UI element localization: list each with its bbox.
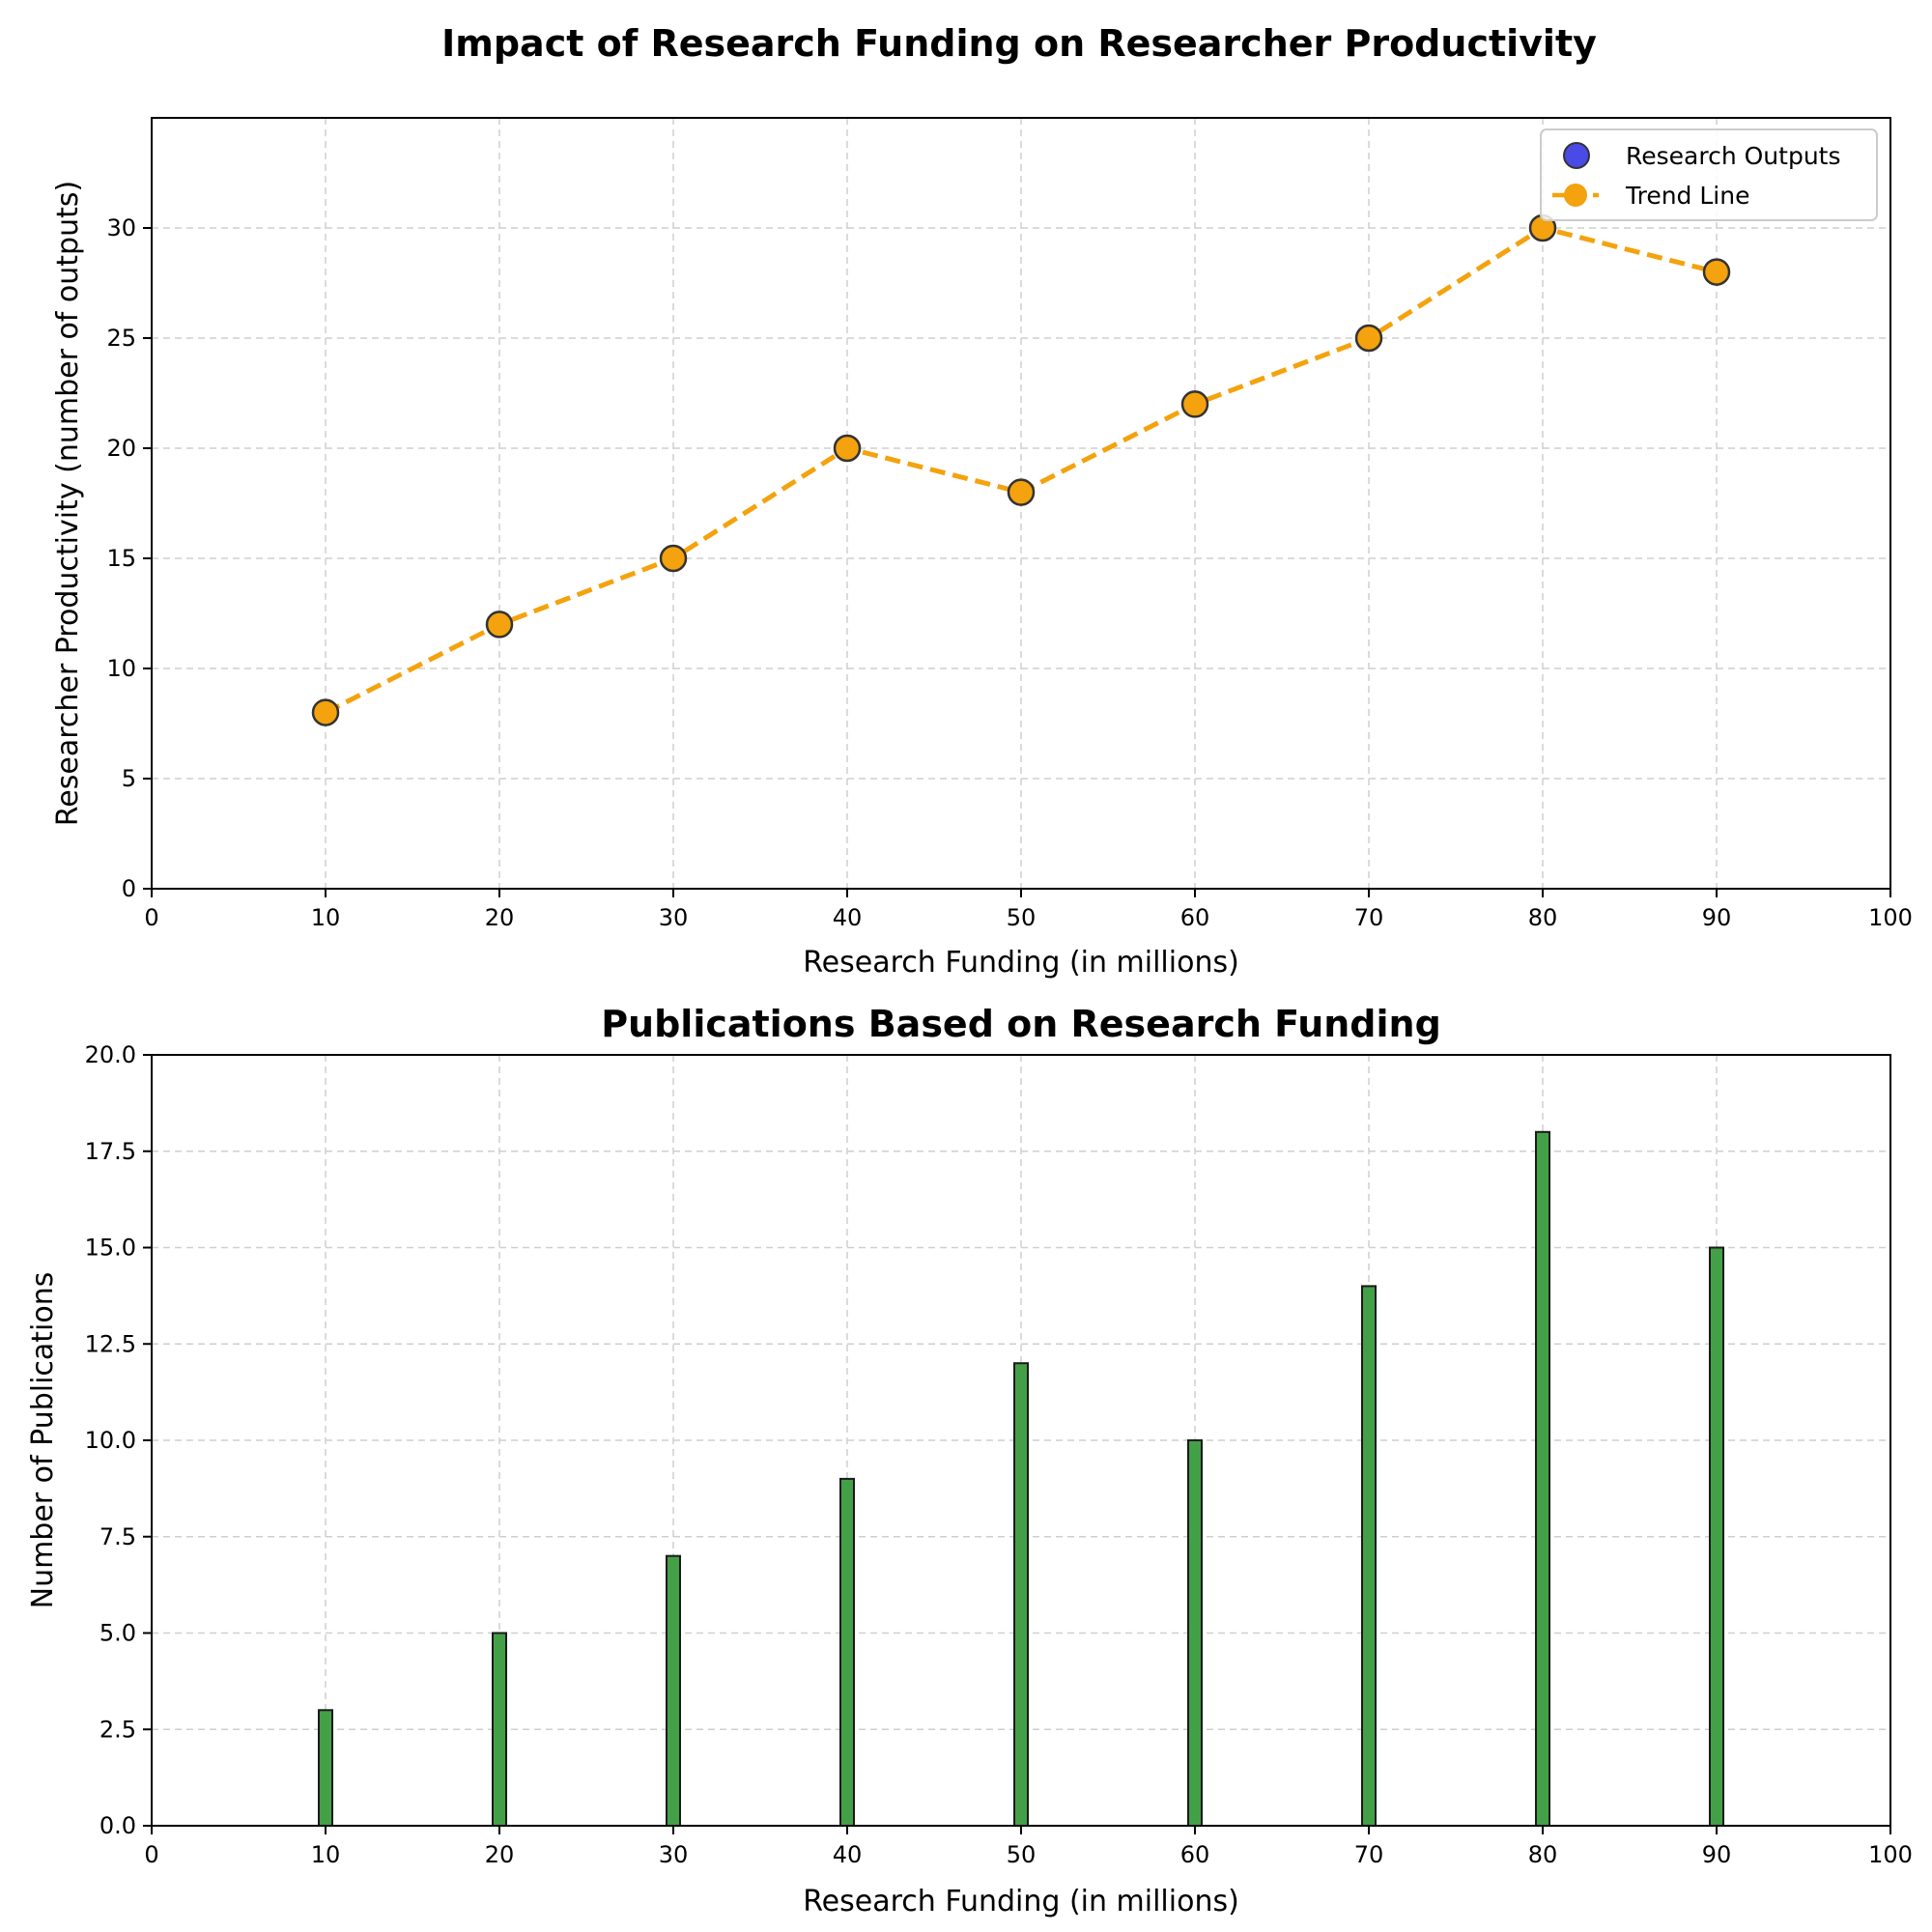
productivity-x-ticks: 0 10 20 30 40 50 60 70 80 90 100 [144, 889, 1913, 931]
x-tick-label: 60 [1180, 1841, 1210, 1868]
y-tick-label: 17.5 [85, 1138, 136, 1165]
publication-bar [492, 1632, 507, 1827]
x-tick-label: 100 [1868, 1841, 1913, 1868]
publications-chart: 0 10 20 30 40 50 60 70 80 90 100 0.0 2.5 5.0 7.5 10.0 1… [26, 1003, 1913, 1918]
publication-bar [1013, 1362, 1029, 1827]
y-tick-label: 7.5 [99, 1523, 136, 1550]
legend-research-outputs-label: Research Outputs [1626, 142, 1841, 170]
y-tick-label: 0.0 [99, 1812, 136, 1839]
publications-bars [318, 1130, 1724, 1828]
trend-line-marker [1007, 478, 1036, 506]
y-tick-label: 0 [122, 875, 136, 902]
productivity-chart: 0 10 20 30 40 50 60 70 80 90 100 0 5 10 15 20 25 30 Rese… [51, 117, 1913, 980]
publication-bar [839, 1477, 855, 1828]
productivity-grid [152, 118, 1890, 889]
publication-bar [1709, 1246, 1724, 1827]
x-tick-label: 90 [1702, 904, 1732, 931]
productivity-y-axis-label: Researcher Productivity (number of outpu… [51, 181, 85, 826]
publications-y-ticks: 0.0 2.5 5.0 7.5 10.0 12.5 15.0 17.5 20.0 [85, 1041, 152, 1839]
x-tick-label: 80 [1528, 904, 1558, 931]
x-tick-label: 70 [1354, 904, 1384, 931]
trend-line-marker [1354, 324, 1383, 353]
y-tick-label: 30 [106, 214, 136, 242]
x-tick-label: 30 [659, 904, 689, 931]
trend-line-marker [659, 544, 688, 573]
publications-axes-frame [151, 1054, 1891, 1827]
x-tick-label: 70 [1354, 1841, 1384, 1868]
y-tick-label: 25 [106, 325, 136, 352]
x-tick-label: 80 [1528, 1841, 1558, 1868]
x-tick-label: 20 [485, 1841, 515, 1868]
x-tick-label: 90 [1702, 1841, 1732, 1868]
x-tick-label: 0 [144, 904, 158, 931]
productivity-axes-frame [151, 117, 1891, 890]
publications-x-ticks: 0 10 20 30 40 50 60 70 80 90 100 [144, 1826, 1913, 1868]
legend-box [1540, 128, 1878, 221]
x-tick-label: 0 [144, 1841, 158, 1868]
publications-title: Publications Based on Research Funding [601, 1003, 1441, 1045]
y-tick-label: 20.0 [85, 1041, 136, 1068]
publications-x-axis-label: Research Funding (in millions) [803, 1885, 1239, 1918]
productivity-marks [311, 213, 1731, 726]
x-tick-label: 100 [1868, 904, 1913, 931]
figure-suptitle: Impact of Research Funding on Researcher… [441, 22, 1597, 65]
x-tick-label: 20 [485, 904, 515, 931]
productivity-x-axis-label: Research Funding (in millions) [803, 946, 1239, 980]
x-tick-label: 30 [659, 1841, 689, 1868]
legend-trend-line-marker [1564, 184, 1587, 207]
x-tick-label: 60 [1180, 904, 1210, 931]
y-tick-label: 15.0 [85, 1235, 136, 1262]
productivity-legend: Research Outputs Trend Line [1540, 128, 1878, 221]
y-tick-label: 15 [106, 545, 136, 572]
y-tick-label: 5 [122, 765, 136, 792]
y-tick-label: 5.0 [99, 1620, 136, 1647]
trend-line-marker [833, 434, 862, 463]
publication-bar [1535, 1130, 1550, 1828]
y-tick-label: 2.5 [99, 1716, 136, 1743]
publication-bar [666, 1554, 681, 1827]
x-tick-label: 50 [1007, 904, 1037, 931]
y-tick-label: 20 [106, 435, 136, 462]
publication-bar [1361, 1285, 1377, 1827]
legend-trend-line-label: Trend Line [1625, 182, 1749, 210]
x-tick-label: 40 [833, 1841, 863, 1868]
y-tick-label: 12.5 [85, 1330, 136, 1357]
trend-line-marker [485, 611, 514, 639]
y-tick-label: 10 [106, 655, 136, 682]
x-tick-label: 10 [311, 1841, 341, 1868]
y-tick-label: 10.0 [85, 1427, 136, 1454]
legend-research-outputs-marker [1563, 142, 1590, 169]
trend-line-marker [1180, 390, 1209, 418]
publication-bar [318, 1709, 333, 1828]
trend-line-marker [1702, 258, 1731, 286]
x-tick-label: 10 [311, 904, 341, 931]
publication-bar [1187, 1439, 1203, 1827]
publications-y-axis-label: Number of Publications [26, 1272, 60, 1609]
trend-line-marker [311, 698, 340, 726]
x-tick-label: 50 [1007, 1841, 1037, 1868]
productivity-y-ticks: 0 5 10 15 20 25 30 [106, 214, 152, 902]
x-tick-label: 40 [833, 904, 863, 931]
